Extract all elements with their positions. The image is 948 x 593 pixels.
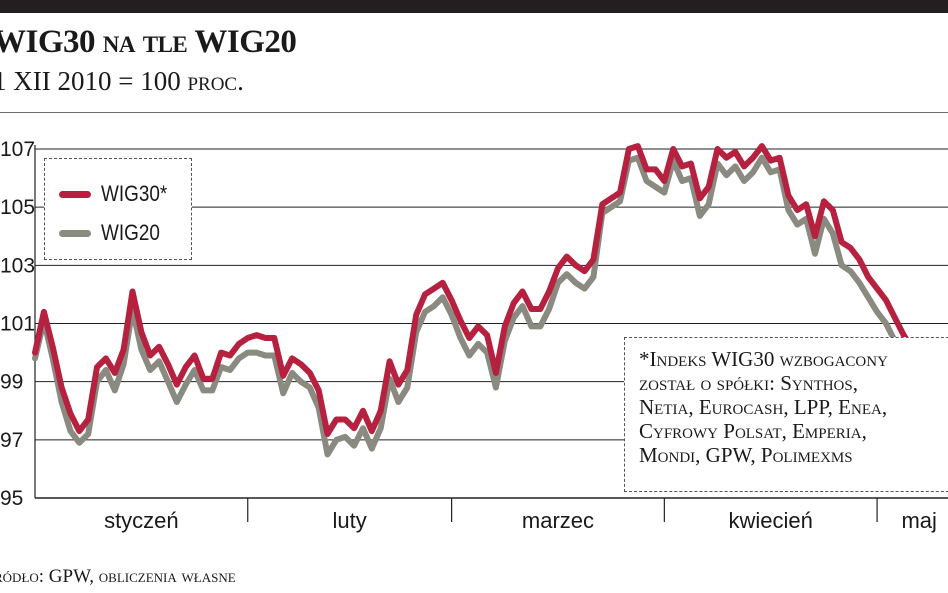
y-tick-label: 99	[0, 371, 23, 394]
month-label: marzec	[522, 508, 594, 533]
legend: WIG30* WIG20	[44, 158, 192, 260]
header-divider	[0, 112, 948, 113]
legend-item-wig20: WIG20	[59, 218, 169, 248]
legend-swatch-wig30	[59, 190, 91, 198]
y-tick-label: 103	[0, 254, 35, 277]
y-tick-label: 101	[0, 313, 35, 336]
y-tick-label: 95	[0, 487, 23, 510]
y-tick-label: 107	[0, 138, 35, 161]
month-label: kwiecień	[729, 508, 813, 533]
title-part-wig20: WIG20	[194, 24, 297, 60]
footnote-line: *Indeks WIG30 wzbogacony	[639, 347, 888, 371]
source-note: ródło: GPW, obliczenia własne	[0, 566, 236, 587]
legend-item-wig30: WIG30*	[59, 179, 178, 209]
legend-swatch-wig20	[59, 229, 91, 237]
subtitle-base: 1 XII 2010 = 100	[0, 66, 181, 96]
footnote-line: Mondi, GPW, Polimexms	[639, 443, 853, 467]
y-tick-label: 105	[0, 196, 35, 219]
legend-label-wig30: WIG30*	[101, 181, 168, 206]
subtitle-unit: proc.	[187, 66, 244, 96]
series-line-wig20	[32, 154, 948, 458]
legend-label-wig20: WIG20	[101, 220, 160, 245]
footnote-line: Netia, Eurocash, LPP, Enea,	[639, 395, 888, 419]
y-tick-label: 97	[0, 429, 23, 452]
title-part-middle: na tle	[102, 24, 188, 60]
month-label: luty	[333, 508, 367, 533]
footnote-box: *Indeks WIG30 wzbogacony został o spółki…	[624, 337, 948, 492]
top-bar	[0, 0, 948, 13]
title-part-wig30: WIG30	[0, 24, 96, 60]
chart-title: WIG30 na tle WIG20	[0, 24, 297, 61]
chart-subtitle: 1 XII 2010 = 100 proc.	[0, 66, 244, 97]
footnote-line: Cyfrowy Polsat, Emperia,	[639, 419, 867, 443]
series-line-wig30	[32, 143, 948, 437]
month-label: maj	[901, 508, 936, 533]
footnote-line: został o spółki: Synthos,	[639, 371, 858, 395]
month-label: styczeń	[104, 508, 179, 533]
